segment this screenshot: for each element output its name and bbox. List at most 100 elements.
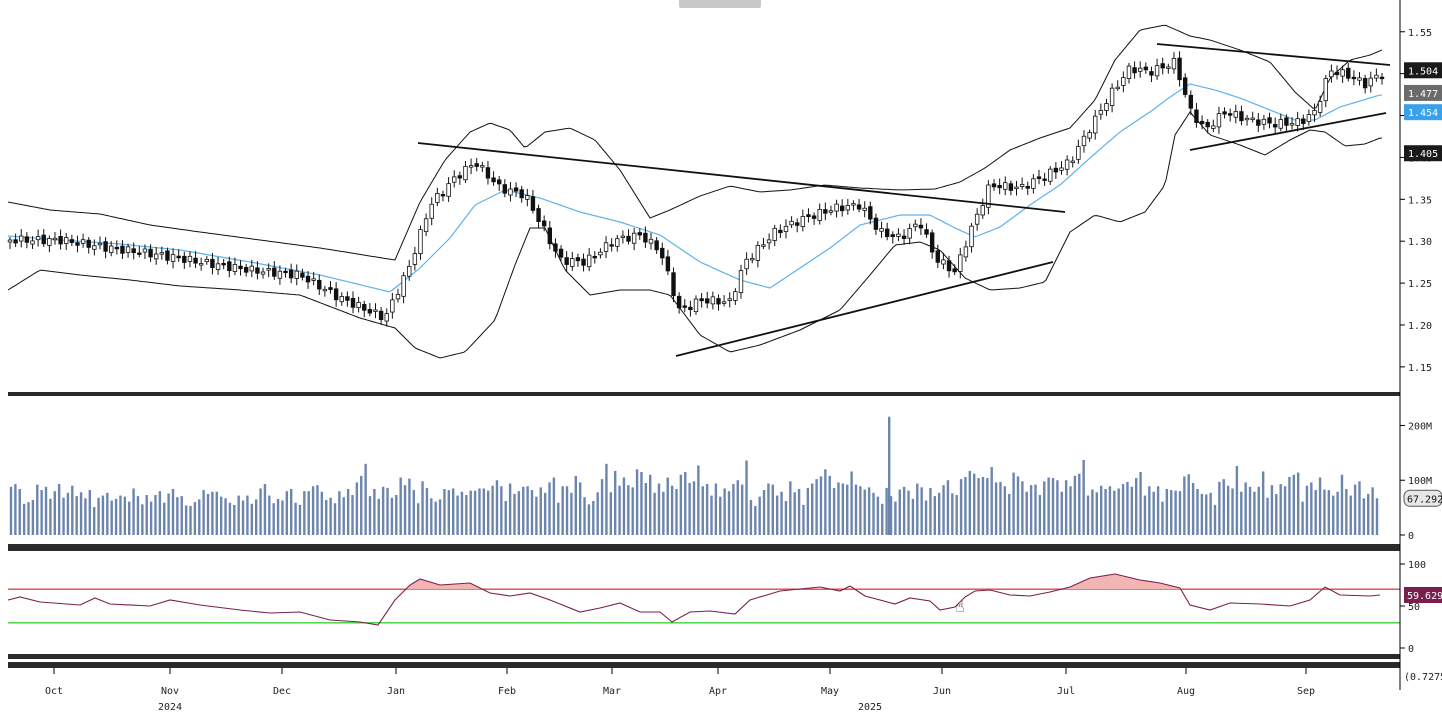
- candle-body: [412, 253, 418, 265]
- volume-bar: [548, 482, 551, 535]
- volume-bar: [351, 495, 354, 535]
- candle-body: [1278, 119, 1283, 129]
- volume-bar: [456, 495, 459, 535]
- y-tick-label: 0: [1408, 644, 1414, 655]
- year-label: 2024: [158, 702, 182, 712]
- volume-bar: [171, 489, 175, 535]
- candle-body: [317, 279, 322, 290]
- volume-bar: [79, 492, 83, 535]
- candle-body: [1070, 160, 1075, 163]
- candle-body: [913, 223, 918, 228]
- candle-body: [373, 309, 378, 312]
- candle-body: [665, 256, 671, 272]
- candle-body: [609, 244, 614, 247]
- candle-body: [974, 213, 980, 225]
- rsi-line: [7, 573, 1381, 626]
- volume-bar: [495, 480, 499, 535]
- volume-bar: [990, 467, 993, 535]
- candle-body: [294, 270, 299, 279]
- candle-body: [474, 163, 479, 167]
- volume-bar: [123, 496, 127, 535]
- volume-bar: [1358, 481, 1361, 535]
- volume-bar: [294, 502, 297, 535]
- volume-bar: [193, 502, 197, 535]
- candle-body: [783, 225, 789, 233]
- rsi-overbought-fill: [395, 579, 490, 590]
- x-tick-label: Sep: [1297, 686, 1315, 697]
- candle-body: [896, 233, 901, 237]
- x-tick-label: Oct: [45, 686, 63, 697]
- volume-bar: [824, 469, 827, 535]
- volume-bar: [618, 485, 621, 535]
- volume-bar: [828, 475, 831, 535]
- candle-body: [24, 236, 30, 243]
- candle-body: [699, 298, 704, 302]
- volume-bar: [675, 489, 678, 535]
- volume-bar: [710, 495, 713, 535]
- trendline: [1189, 112, 1387, 151]
- candle-body: [733, 291, 738, 301]
- volume-bar: [434, 501, 437, 535]
- volume-bar: [136, 496, 140, 535]
- volume-bar: [522, 486, 525, 535]
- candle-body: [170, 254, 176, 262]
- volume-bar: [583, 497, 586, 535]
- toolbar-stub[interactable]: [679, 0, 761, 8]
- candle-body: [328, 287, 333, 290]
- volume-bar: [1205, 494, 1208, 535]
- candle-body: [710, 296, 716, 305]
- volume-bar: [333, 503, 337, 535]
- candle-body: [688, 306, 693, 311]
- candle-body: [941, 259, 946, 265]
- volume-bar: [1292, 474, 1296, 535]
- volume-bar: [44, 486, 48, 535]
- volume-bar: [622, 477, 626, 535]
- volume-bar: [1305, 485, 1309, 535]
- candle-body: [1289, 123, 1295, 126]
- volume-bar: [771, 484, 775, 535]
- candle-body: [1188, 94, 1194, 109]
- rsi-last-tag: [1404, 587, 1442, 603]
- candle-body: [1031, 178, 1036, 189]
- volume-bar: [1008, 493, 1011, 535]
- volume-bar: [268, 495, 271, 535]
- volume-bar: [101, 495, 105, 535]
- y-tick-label: 100M: [1408, 476, 1432, 487]
- candle-body: [58, 236, 63, 245]
- volume-bar: [986, 478, 989, 535]
- x-tick-label: Mar: [603, 686, 621, 697]
- volume-bar: [846, 484, 849, 535]
- candle-body: [811, 215, 817, 219]
- volume-bar: [719, 496, 722, 535]
- volume-bar: [565, 486, 569, 535]
- volume-bar: [1016, 476, 1020, 535]
- y-tick-label: 200M: [1408, 421, 1432, 432]
- volume-bar: [745, 460, 748, 535]
- volume-bar: [285, 491, 289, 535]
- candle-body: [457, 175, 463, 179]
- volume-bar: [902, 486, 906, 535]
- volume-bar: [373, 489, 376, 535]
- volume-bar: [697, 465, 700, 535]
- volume-bar: [662, 491, 665, 535]
- volume-bar: [968, 470, 972, 535]
- volume-bar: [14, 484, 17, 535]
- candle-body: [1272, 124, 1278, 128]
- volume-bar: [850, 471, 853, 535]
- candle-body: [193, 257, 198, 264]
- volume-bar: [184, 505, 188, 535]
- volume-bar: [1288, 476, 1291, 535]
- volume-bar: [1060, 491, 1063, 535]
- candle-body: [834, 203, 839, 212]
- candle-body: [350, 297, 356, 308]
- candle-body: [508, 188, 513, 196]
- volume-bar: [482, 488, 486, 535]
- candle-body: [1138, 67, 1143, 72]
- volume-bar: [916, 483, 919, 535]
- volume-bar: [911, 498, 915, 535]
- volume-bar: [316, 485, 319, 535]
- candle-body: [120, 245, 125, 254]
- candle-body: [823, 209, 828, 214]
- candle-body: [345, 296, 350, 301]
- candle-body: [35, 236, 41, 241]
